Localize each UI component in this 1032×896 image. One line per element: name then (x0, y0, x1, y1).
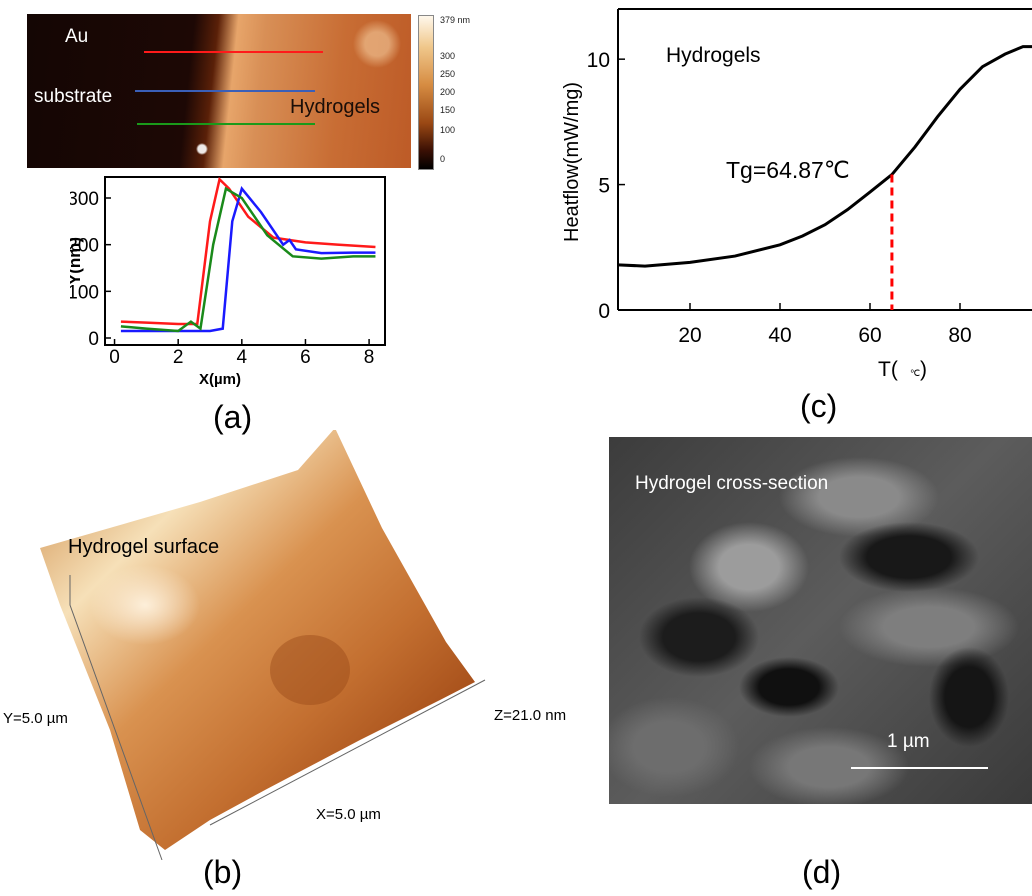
y-tick-label: 100 (70, 282, 99, 303)
surface-shadow (270, 635, 350, 705)
x-axis-label-end: ) (920, 358, 927, 381)
surface-title: Hydrogel surface (68, 536, 220, 558)
panel-label-b: (b) (203, 854, 243, 890)
label-au: Au (65, 26, 89, 47)
series-line-1 (120, 186, 376, 333)
x-axis-label: X(µm) (199, 371, 241, 388)
surface-fill (40, 428, 475, 850)
series-group (617, 45, 1032, 268)
surface-highlight (90, 565, 200, 645)
series-line-0 (120, 176, 376, 326)
panel-label-a: (a) (213, 399, 253, 435)
y-tick-label: 5 (598, 175, 610, 198)
x-tick-label: 20 (678, 324, 701, 347)
colorbar-tick: 150 (440, 105, 456, 115)
sem-image: Hydrogel cross-section 1 µm (609, 437, 1032, 804)
afm-3d-surface (40, 428, 510, 861)
colorbar-tick: 0 (440, 154, 446, 164)
profile-lines (135, 51, 323, 125)
label-hydrogels-map: Hydrogels (290, 96, 381, 118)
series-group (120, 176, 376, 333)
y-dimension-label: Y=5.0 µm (3, 710, 68, 727)
x-axis-unit-glyph: ℃ (910, 368, 920, 378)
scale-bar (851, 767, 988, 769)
y-axis-label: Heatflow(mW/mg) (561, 82, 583, 242)
x-tick-label: 80 (948, 324, 971, 347)
x-tick-label: 0 (109, 347, 120, 368)
y-tick-label: 300 (70, 189, 99, 210)
x-tick-label: 40 (768, 324, 791, 347)
colorbar-tick: 200 (440, 87, 456, 97)
panel-label-c: (c) (800, 388, 838, 424)
plot-frame (104, 176, 386, 346)
axis-ticks: 20 40 60 80 0 5 10 (587, 49, 972, 347)
x-tick-label: 60 (858, 324, 881, 347)
chart-annotation: Hydrogels (666, 44, 761, 67)
label-substrate: substrate (34, 86, 113, 107)
x-tick-label: 8 (364, 347, 375, 368)
colorbar-tick: 250 (440, 69, 456, 79)
panel-label-d: (d) (802, 854, 842, 890)
colorbar-tick: 300 (440, 51, 456, 61)
x-axis-label: T( (878, 358, 898, 381)
axis-ticks: 0 2 4 6 8 0 100 200 300 (70, 189, 374, 368)
x-dimension-label: X=5.0 µm (316, 806, 381, 823)
sem-title: Hydrogel cross-section (635, 473, 829, 494)
tg-label: Tg=64.87℃ (726, 157, 850, 183)
heatflow-curve (617, 45, 1032, 268)
y-tick-label: 0 (598, 300, 610, 323)
y-tick-label: 200 (70, 236, 99, 257)
y-tick-label: 0 (88, 329, 99, 350)
colorbar (418, 15, 434, 170)
x-tick-label: 6 (300, 347, 311, 368)
series-line-2 (120, 186, 376, 333)
scale-bar-label: 1 µm (887, 731, 930, 752)
y-axis-label: Y(nm) (70, 237, 84, 285)
y-axis-edge (69, 575, 163, 861)
surface-graphic (40, 428, 486, 861)
colorbar-tick: 100 (440, 125, 456, 135)
afm-height-map: Au substrate Hydrogels (27, 14, 411, 168)
x-tick-label: 4 (237, 347, 248, 368)
z-dimension-label: Z=21.0 nm (494, 707, 567, 724)
x-axis-edge (209, 679, 486, 826)
y-tick-label: 10 (587, 49, 610, 72)
x-tick-label: 2 (173, 347, 184, 368)
profile-chart: 0 2 4 6 8 0 100 200 300 X(µm) Y(nm) (70, 176, 386, 388)
colorbar-max: 379 nm (440, 15, 471, 25)
